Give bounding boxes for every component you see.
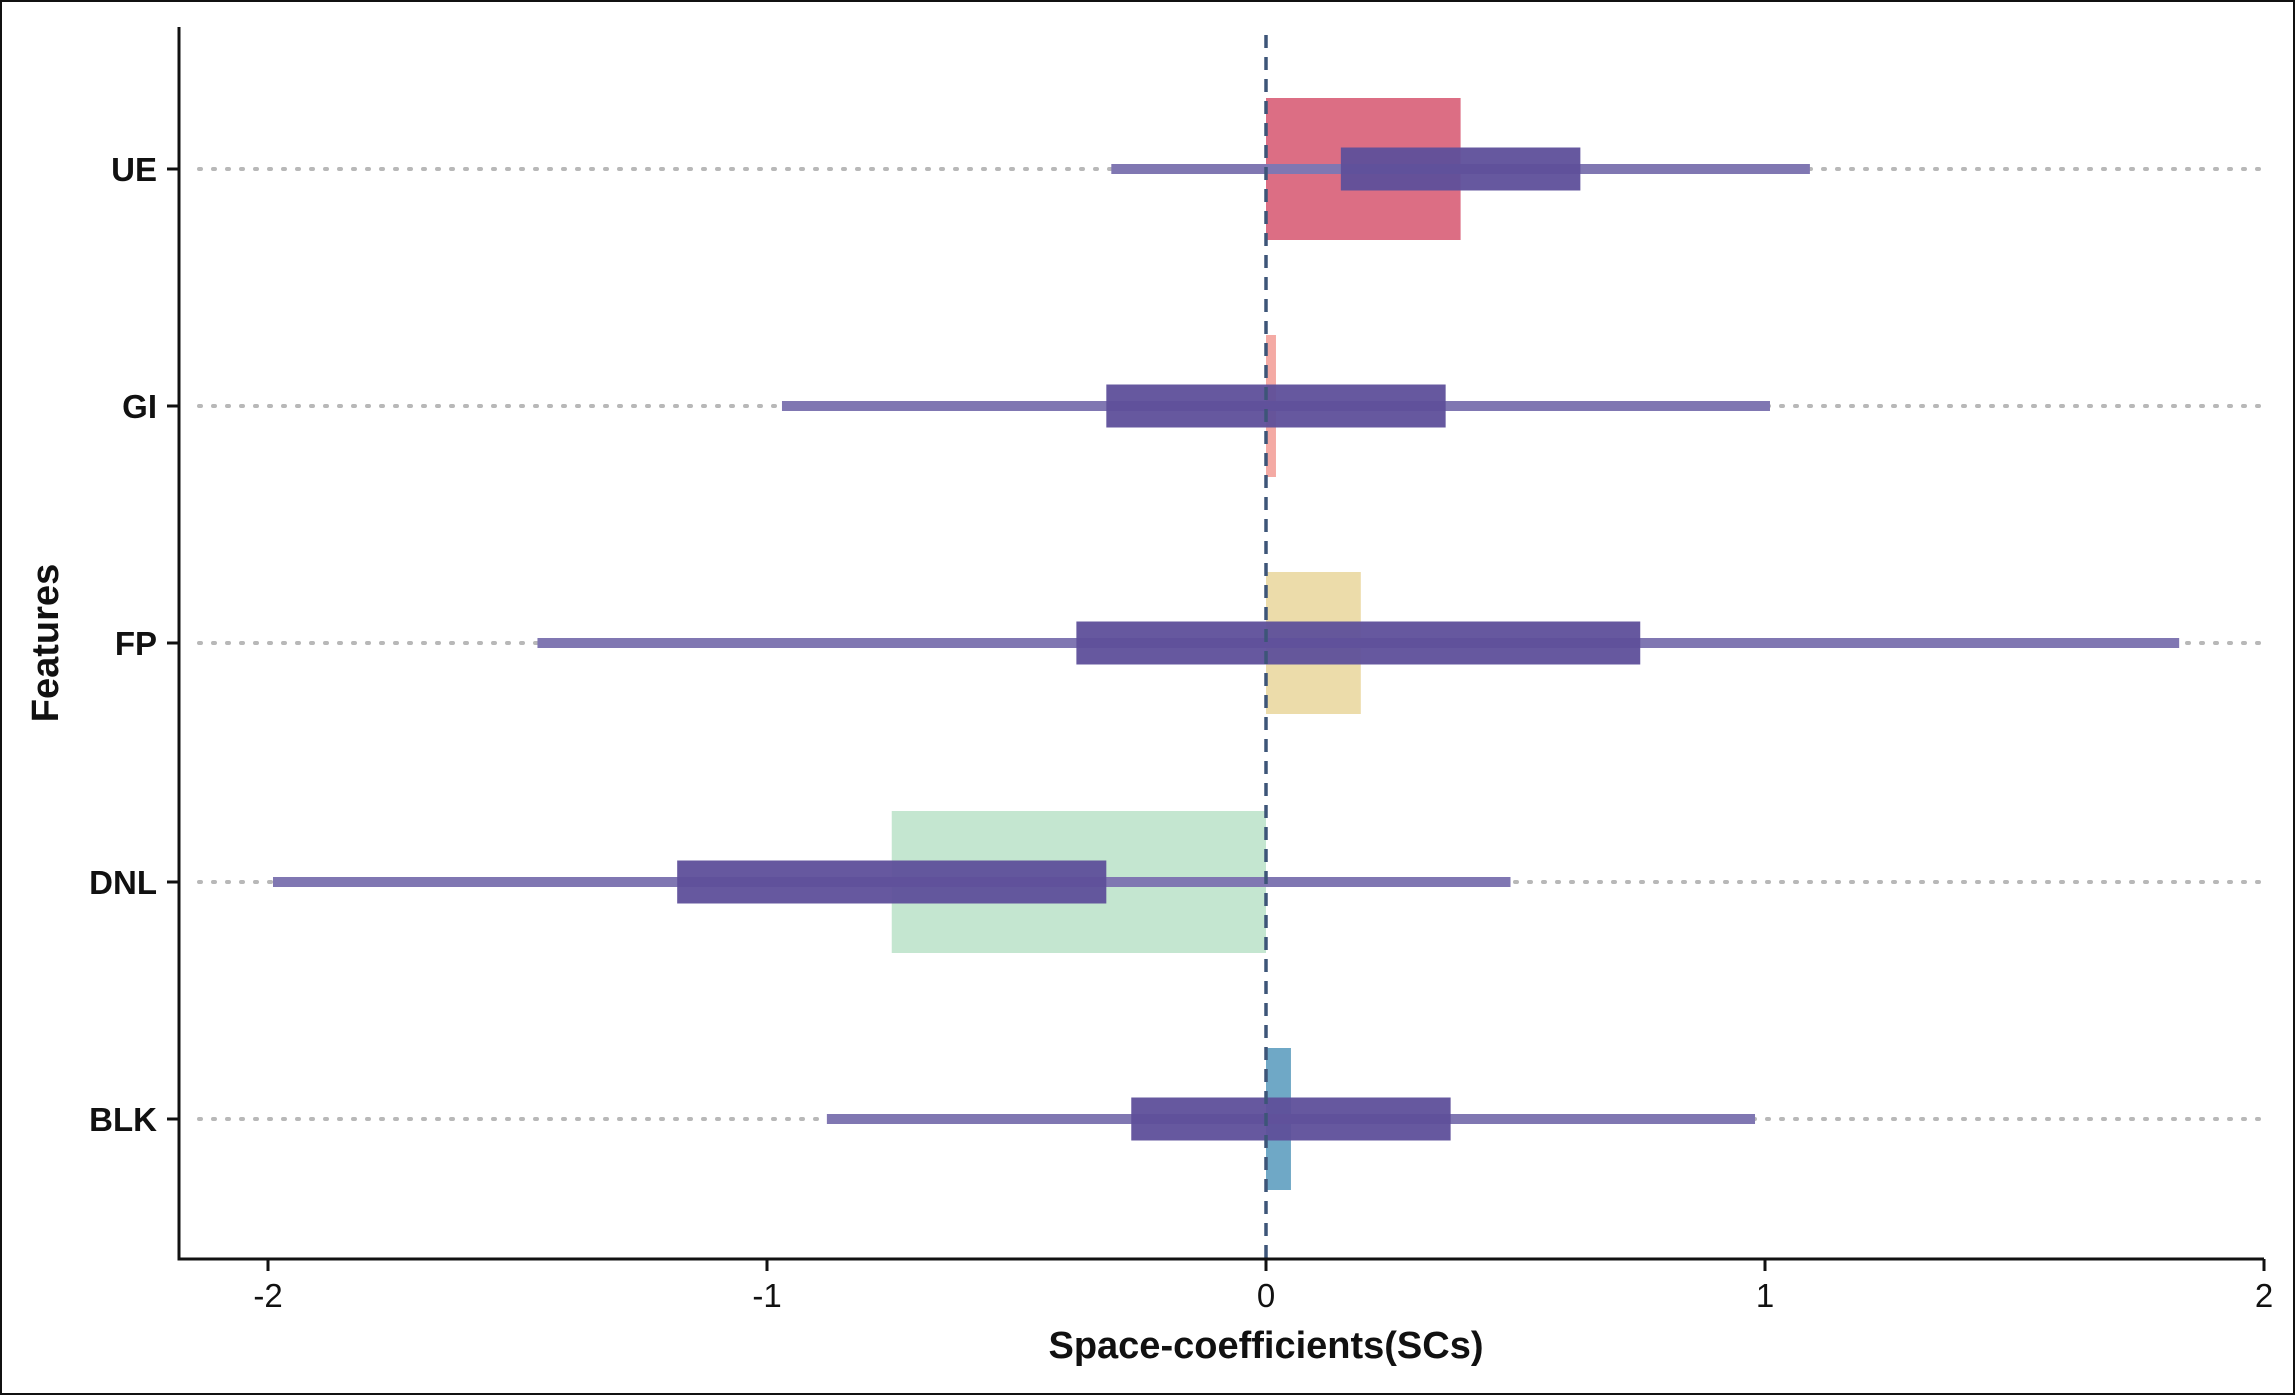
y-axis-title: Features <box>25 564 67 722</box>
category-label-gi: GI <box>122 388 157 425</box>
category-label-blk: BLK <box>89 1101 157 1138</box>
category-label-ue: UE <box>111 151 157 188</box>
inner-interval-gi <box>1106 384 1446 428</box>
inner-interval-blk <box>1131 1097 1451 1141</box>
x-tick-label-3: 1 <box>1756 1277 1774 1314</box>
x-axis-title: Space-coefficients(SCs) <box>1048 1325 1483 1367</box>
x-tick-label-2: 0 <box>1257 1277 1275 1314</box>
category-label-dnl: DNL <box>89 864 157 901</box>
inner-interval-fp <box>1076 621 1641 665</box>
inner-interval-ue <box>1340 147 1581 191</box>
x-tick-label-4: 2 <box>2255 1277 2273 1314</box>
x-tick-label-0: -2 <box>253 1277 282 1314</box>
x-axis-ticks: -2 -1 0 1 2 <box>253 1259 2273 1314</box>
interval-bars <box>272 147 2180 1141</box>
y-axis-ticks: UE GI FP DNL BLK <box>89 151 179 1138</box>
x-tick-label-1: -1 <box>752 1277 781 1314</box>
inner-interval-dnl <box>677 860 1107 904</box>
category-label-fp: FP <box>115 625 157 662</box>
